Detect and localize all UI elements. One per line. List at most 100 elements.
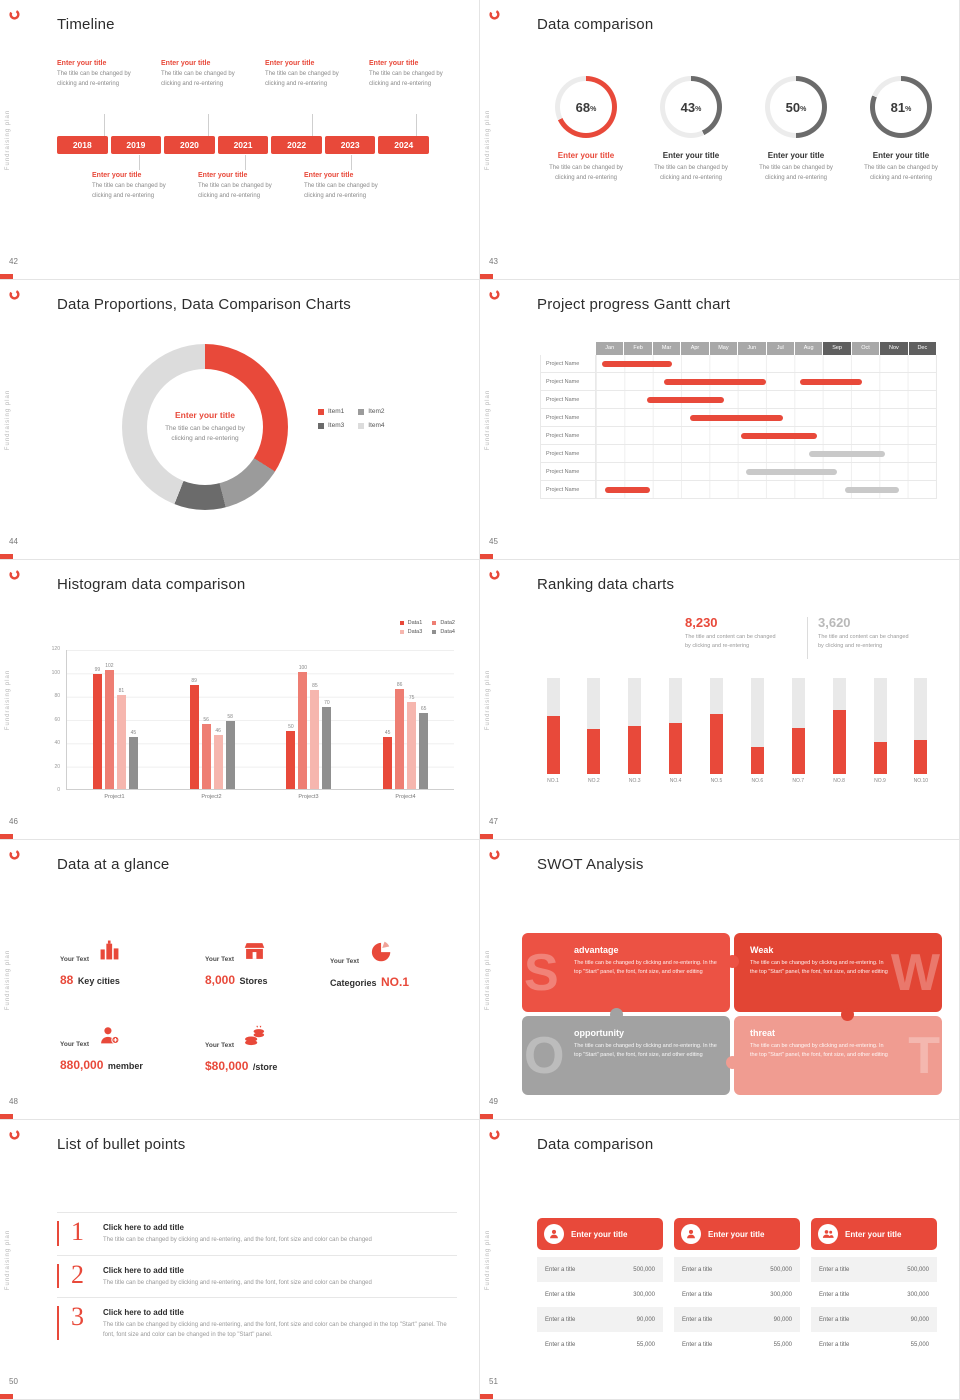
item-desc: The title can be changed by clicking and… bbox=[103, 1322, 447, 1338]
entry-desc: The title can be changed by clicking and … bbox=[92, 183, 166, 199]
swot-desc: The title can be changed by clicking and… bbox=[574, 1043, 717, 1058]
ranking-bar: NO.10 bbox=[906, 678, 936, 784]
gantt-month-cell: Jun bbox=[738, 342, 767, 355]
gantt-track bbox=[596, 355, 937, 373]
slide-50-bullets[interactable]: Fundraising plan List of bullet points 1… bbox=[0, 1120, 480, 1400]
progress-ring: 50% bbox=[765, 76, 827, 138]
gantt-row-label: Project Name bbox=[540, 409, 596, 427]
swot-letter: S bbox=[524, 943, 559, 1002]
page-number: 51 bbox=[489, 1377, 498, 1386]
gantt-row: Project Name bbox=[540, 373, 937, 391]
page-number: 47 bbox=[489, 817, 498, 826]
ring-title: Enter your title bbox=[662, 151, 720, 160]
gantt-month-cell: Aug bbox=[794, 342, 824, 355]
slide-45-gantt[interactable]: Fundraising plan Project progress Gantt … bbox=[480, 280, 960, 560]
gantt-row: Project Name bbox=[540, 481, 937, 499]
gantt-bar bbox=[845, 487, 900, 493]
entry-desc: The title can be changed by clicking and … bbox=[369, 71, 443, 87]
y-axis-labels: 120 100 80 60 40 20 0 bbox=[51, 646, 60, 793]
slide-49-swot[interactable]: Fundraising plan SWOT Analysis S advanta… bbox=[480, 840, 960, 1120]
ring-desc: The title can be changed by clicking and … bbox=[654, 165, 728, 181]
vertical-brand-text: Fundraising plan bbox=[485, 1229, 491, 1290]
page-title: Data at a glance bbox=[57, 856, 170, 873]
vertical-brand-text: Fundraising plan bbox=[5, 1229, 11, 1290]
bar: 56 bbox=[201, 717, 211, 789]
gantt-row-label: Project Name bbox=[540, 445, 596, 463]
table-row: Enter a title 500,000 bbox=[537, 1257, 663, 1282]
stat-value: $80,000 bbox=[205, 1059, 249, 1073]
page-title: Histogram data comparison bbox=[57, 576, 246, 593]
slide-43-data-comparison[interactable]: Fundraising plan Data comparison 68% Ent… bbox=[480, 0, 960, 280]
slide-accent-bar bbox=[0, 834, 13, 839]
entry-desc: The title can be changed by clicking and … bbox=[198, 183, 272, 199]
swot-title: threat bbox=[750, 1028, 776, 1038]
stat-value: NO.1 bbox=[380, 975, 409, 989]
slide-46-histogram[interactable]: Fundraising plan Histogram data comparis… bbox=[0, 560, 480, 840]
gantt-bar bbox=[800, 379, 863, 385]
gantt-track bbox=[596, 445, 937, 463]
stat-block: 3,620 The title and content can be chang… bbox=[818, 615, 936, 659]
slide-accent-bar bbox=[0, 554, 13, 559]
table-row: Enter a title 55,000 bbox=[819, 1341, 929, 1348]
comparison-cards: Enter your title Enter a title 500,000 En… bbox=[537, 1218, 937, 1357]
divider bbox=[807, 617, 808, 659]
swot-desc: The title can be changed by clicking and… bbox=[574, 960, 717, 975]
bar: 70 bbox=[322, 700, 332, 789]
gantt-month-cell: Oct bbox=[851, 342, 881, 355]
gantt-row-label: Project Name bbox=[540, 481, 596, 499]
gantt-bar bbox=[740, 433, 817, 439]
gantt-month-cell: Jan bbox=[596, 342, 625, 355]
timeline-year: 2022 bbox=[271, 136, 322, 154]
stat-label: Your Text bbox=[330, 958, 360, 965]
entry-title: Enter your title bbox=[161, 60, 211, 67]
vertical-brand-text: Fundraising plan bbox=[485, 949, 491, 1010]
timeline-years: 2018 2019 2020 2021 2022 2023 2024 bbox=[57, 136, 430, 154]
gantt-row-label: Project Name bbox=[540, 355, 596, 373]
vertical-brand-text: Fundraising plan bbox=[485, 109, 491, 170]
gantt-month-cell: Mar bbox=[652, 342, 682, 355]
stat-unit: member bbox=[107, 1061, 143, 1071]
stat-value: 88 bbox=[60, 973, 74, 987]
table-row: Enter a title 55,000 bbox=[682, 1341, 792, 1348]
gantt-month-cell: Nov bbox=[880, 342, 909, 355]
slide-51-data-comparison[interactable]: Fundraising plan Data comparison Enter y… bbox=[480, 1120, 960, 1400]
user-icon bbox=[681, 1224, 701, 1244]
entry-desc: The title can be changed by clicking and … bbox=[304, 183, 378, 199]
page-title: Ranking data charts bbox=[537, 576, 675, 593]
gantt-bar bbox=[746, 469, 837, 475]
slide-47-ranking[interactable]: Fundraising plan Ranking data charts 8,2… bbox=[480, 560, 960, 840]
entry-title: Enter your title bbox=[57, 60, 107, 67]
ring-value: 81% bbox=[890, 99, 912, 115]
stat-value: 880,000 bbox=[60, 1058, 104, 1072]
page-number: 50 bbox=[9, 1377, 18, 1386]
item-title: Click here to add title bbox=[103, 1265, 184, 1275]
stat-unit: Key cities bbox=[77, 976, 120, 986]
stat-unit: /store bbox=[252, 1062, 278, 1072]
gantt-bar bbox=[601, 361, 673, 367]
legend-swatch bbox=[432, 630, 437, 634]
slide-44-proportions[interactable]: Fundraising plan Data Proportions, Data … bbox=[0, 280, 480, 560]
timeline-year: 2018 bbox=[57, 136, 108, 154]
page-title: Project progress Gantt chart bbox=[537, 296, 731, 313]
progress-ring: 43% bbox=[660, 76, 722, 138]
slide-42-timeline[interactable]: Fundraising plan Timeline Enter your tit… bbox=[0, 0, 480, 280]
bar: 58 bbox=[225, 714, 235, 789]
gantt-track bbox=[596, 409, 937, 427]
gantt-bar bbox=[808, 451, 885, 457]
swot-letter: O bbox=[524, 1026, 565, 1085]
slide-48-glance[interactable]: Fundraising plan Data at a glance Your T… bbox=[0, 840, 480, 1120]
ranking-bar: NO.7 bbox=[783, 678, 813, 784]
list-item: 1 Click here to add title The title can b… bbox=[57, 1212, 457, 1255]
table-row: Enter a title 300,000 bbox=[819, 1291, 929, 1298]
progress-ring-block: 81% Enter your title The title can be ch… bbox=[855, 76, 947, 183]
swot-piece-threat: T threat The title can be changed by clic… bbox=[734, 1016, 942, 1095]
gantt-month-cell: Jul bbox=[766, 342, 795, 355]
stat-label: Your Text bbox=[60, 1041, 90, 1048]
timeline-year: 2019 bbox=[110, 136, 162, 154]
ring-value: 50% bbox=[785, 99, 807, 115]
x-axis-labels: Project1 Project2 Project3 Project4 bbox=[104, 794, 416, 800]
table-row: Enter a title 300,000 bbox=[682, 1291, 792, 1298]
bar-group: 45 86 75 65 bbox=[383, 682, 429, 789]
gantt-month-cell: May bbox=[709, 342, 739, 355]
user-icon bbox=[544, 1224, 564, 1244]
